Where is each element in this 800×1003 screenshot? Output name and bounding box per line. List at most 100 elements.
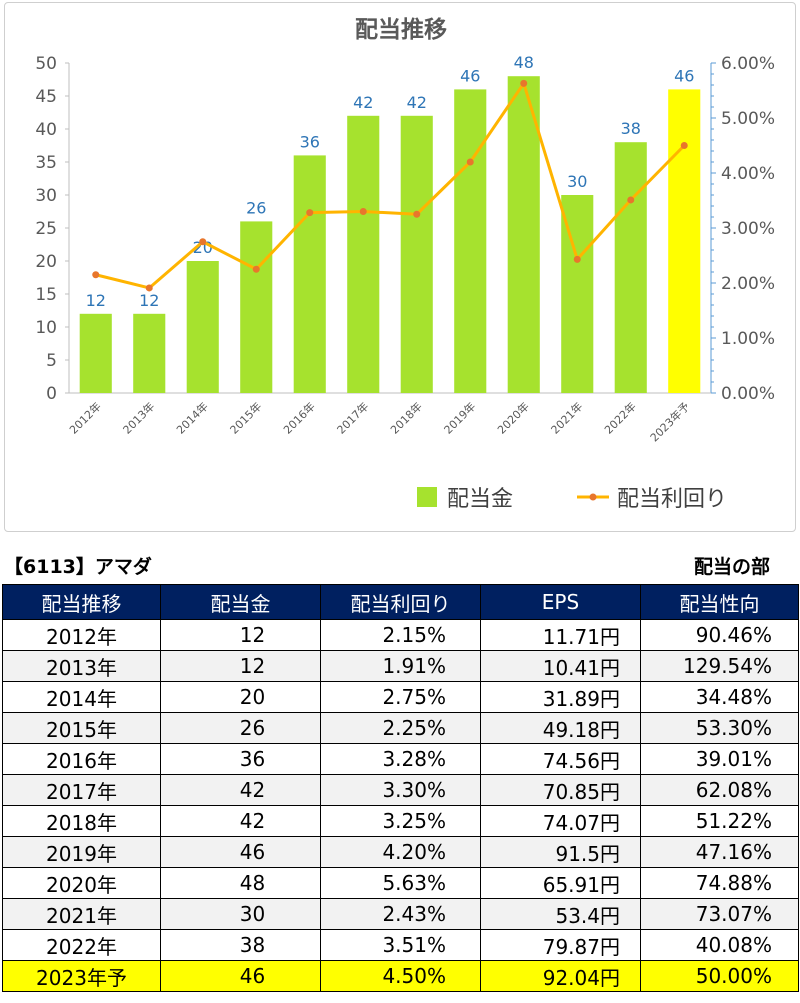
bar — [400, 115, 433, 394]
table-row: 2017年 42 3.30% 70.85円 62.08% — [2, 774, 799, 806]
x-tick-label: 2018年 — [387, 399, 424, 436]
cell-dividend: 20 — [160, 681, 321, 713]
cell-year: 2023年予 — [2, 960, 161, 992]
cell-payout: 74.88% — [640, 867, 799, 899]
table-row: 2016年 36 3.28% 74.56円 39.01% — [2, 743, 799, 775]
cell-eps: 74.56円 — [480, 743, 641, 775]
x-tick-label: 2021年 — [548, 399, 585, 436]
cell-dividend: 26 — [160, 712, 321, 744]
bar — [507, 76, 540, 393]
header-eps: EPS — [480, 584, 641, 620]
table-row: 2012年 12 2.15% 11.71円 90.46% — [2, 619, 799, 651]
cell-year: 2017年 — [2, 774, 161, 806]
cell-yield: 3.28% — [320, 743, 481, 775]
cell-eps: 92.04円 — [480, 960, 641, 992]
cell-dividend: 46 — [160, 960, 321, 992]
x-tick-label: 2015年 — [227, 399, 264, 436]
yield-point — [413, 210, 421, 218]
section-title: 配当の部 — [693, 556, 770, 578]
cell-eps: 79.87円 — [480, 929, 641, 961]
right-tick-label: 1.00% — [721, 329, 775, 349]
bar-data-label: 42 — [353, 93, 373, 112]
yield-line — [95, 81, 686, 290]
bar-data-label: 38 — [621, 119, 641, 138]
header-dividend: 配当金 — [160, 584, 321, 620]
cell-eps: 70.85円 — [480, 774, 641, 806]
bar — [454, 89, 487, 394]
left-tick-label: 10 — [35, 318, 57, 338]
table-row: 2022年 38 3.51% 79.87円 40.08% — [2, 929, 799, 961]
dividend-table: 配当推移 配当金 配当利回り EPS 配当性向 2012年 12 2.15% 11.7… — [2, 584, 799, 992]
left-tick-label: 0 — [46, 384, 57, 404]
cell-payout: 73.07% — [640, 898, 799, 930]
cell-payout: 62.08% — [640, 774, 799, 806]
yield-point — [520, 79, 528, 87]
cell-dividend: 12 — [160, 619, 321, 651]
yield-point — [306, 209, 314, 217]
bar — [347, 115, 380, 394]
left-tick-label: 15 — [35, 285, 57, 305]
table-header-row: 配当推移 配当金 配当利回り EPS 配当性向 — [2, 584, 799, 620]
cell-eps: 11.71円 — [480, 619, 641, 651]
cell-year: 2019年 — [2, 836, 161, 868]
bar-data-label: 48 — [514, 53, 534, 72]
cell-yield: 4.20% — [320, 836, 481, 868]
yield-point — [199, 238, 207, 246]
left-tick-label: 50 — [35, 54, 57, 74]
x-tick-label: 2013年 — [120, 399, 157, 436]
left-tick-label: 45 — [35, 87, 57, 107]
cell-yield: 2.25% — [320, 712, 481, 744]
legend-marker-yield — [589, 493, 597, 501]
yield-point — [466, 158, 474, 166]
cell-dividend: 42 — [160, 805, 321, 837]
cell-year: 2013年 — [2, 650, 161, 682]
yield-point — [627, 196, 635, 204]
cell-payout: 47.16% — [640, 836, 799, 868]
bar — [293, 155, 326, 393]
cell-eps: 49.18円 — [480, 712, 641, 744]
bar-data-label: 42 — [407, 93, 427, 112]
cell-dividend: 12 — [160, 650, 321, 682]
cell-payout: 90.46% — [640, 619, 799, 651]
bar-data-label: 46 — [674, 66, 694, 85]
yield-point — [359, 208, 367, 215]
table-row: 2021年 30 2.43% 53.4円 73.07% — [2, 898, 799, 930]
yield-point — [573, 255, 581, 263]
right-tick-label: 5.00% — [721, 109, 775, 129]
bar-data-label: 30 — [567, 172, 587, 191]
right-tick-label: 0.00% — [721, 384, 775, 404]
left-tick-label: 30 — [35, 186, 57, 206]
cell-eps: 10.41円 — [480, 650, 641, 682]
left-tick-label: 20 — [35, 252, 57, 272]
cell-dividend: 38 — [160, 929, 321, 961]
header-payout: 配当性向 — [640, 584, 799, 620]
cell-dividend: 30 — [160, 898, 321, 930]
cell-eps: 31.89円 — [480, 681, 641, 713]
bar-data-label: 12 — [139, 291, 159, 310]
table-row: 2014年 20 2.75% 31.89円 34.48% — [2, 681, 799, 713]
dividend-chart: 配当推移 0 5 10 15 20 25 30 35 40 45 50 0.00% 1.00% 2.00% 3… — [35, 17, 775, 512]
cell-yield: 3.30% — [320, 774, 481, 806]
table-row: 2015年 26 2.25% 49.18円 53.30% — [2, 712, 799, 744]
cell-yield: 5.63% — [320, 867, 481, 899]
header-year: 配当推移 — [2, 584, 161, 620]
cell-yield: 3.51% — [320, 929, 481, 961]
cell-yield: 2.43% — [320, 898, 481, 930]
left-tick-label: 5 — [46, 351, 57, 371]
chart-frame: 配当推移 0 5 10 15 20 25 30 35 40 45 50 0.00% 1.00% 2.00% 3… — [4, 2, 796, 532]
table-row: 2018年 42 3.25% 74.07円 51.22% — [2, 805, 799, 837]
cell-payout: 51.22% — [640, 805, 799, 837]
cell-year: 2021年 — [2, 898, 161, 930]
cell-payout: 129.54% — [640, 650, 799, 682]
cell-year: 2020年 — [2, 867, 161, 899]
bar — [79, 313, 112, 393]
bar — [133, 313, 166, 393]
legend-label-yield: 配当利回り — [617, 487, 727, 512]
legend-swatch-dividend — [417, 487, 437, 507]
table-row: 2019年 46 4.20% 91.5円 47.16% — [2, 836, 799, 868]
cell-yield: 2.15% — [320, 619, 481, 651]
yield-point — [252, 265, 260, 273]
yield-point — [145, 284, 153, 292]
cell-yield: 3.25% — [320, 805, 481, 837]
cell-eps: 74.07円 — [480, 805, 641, 837]
